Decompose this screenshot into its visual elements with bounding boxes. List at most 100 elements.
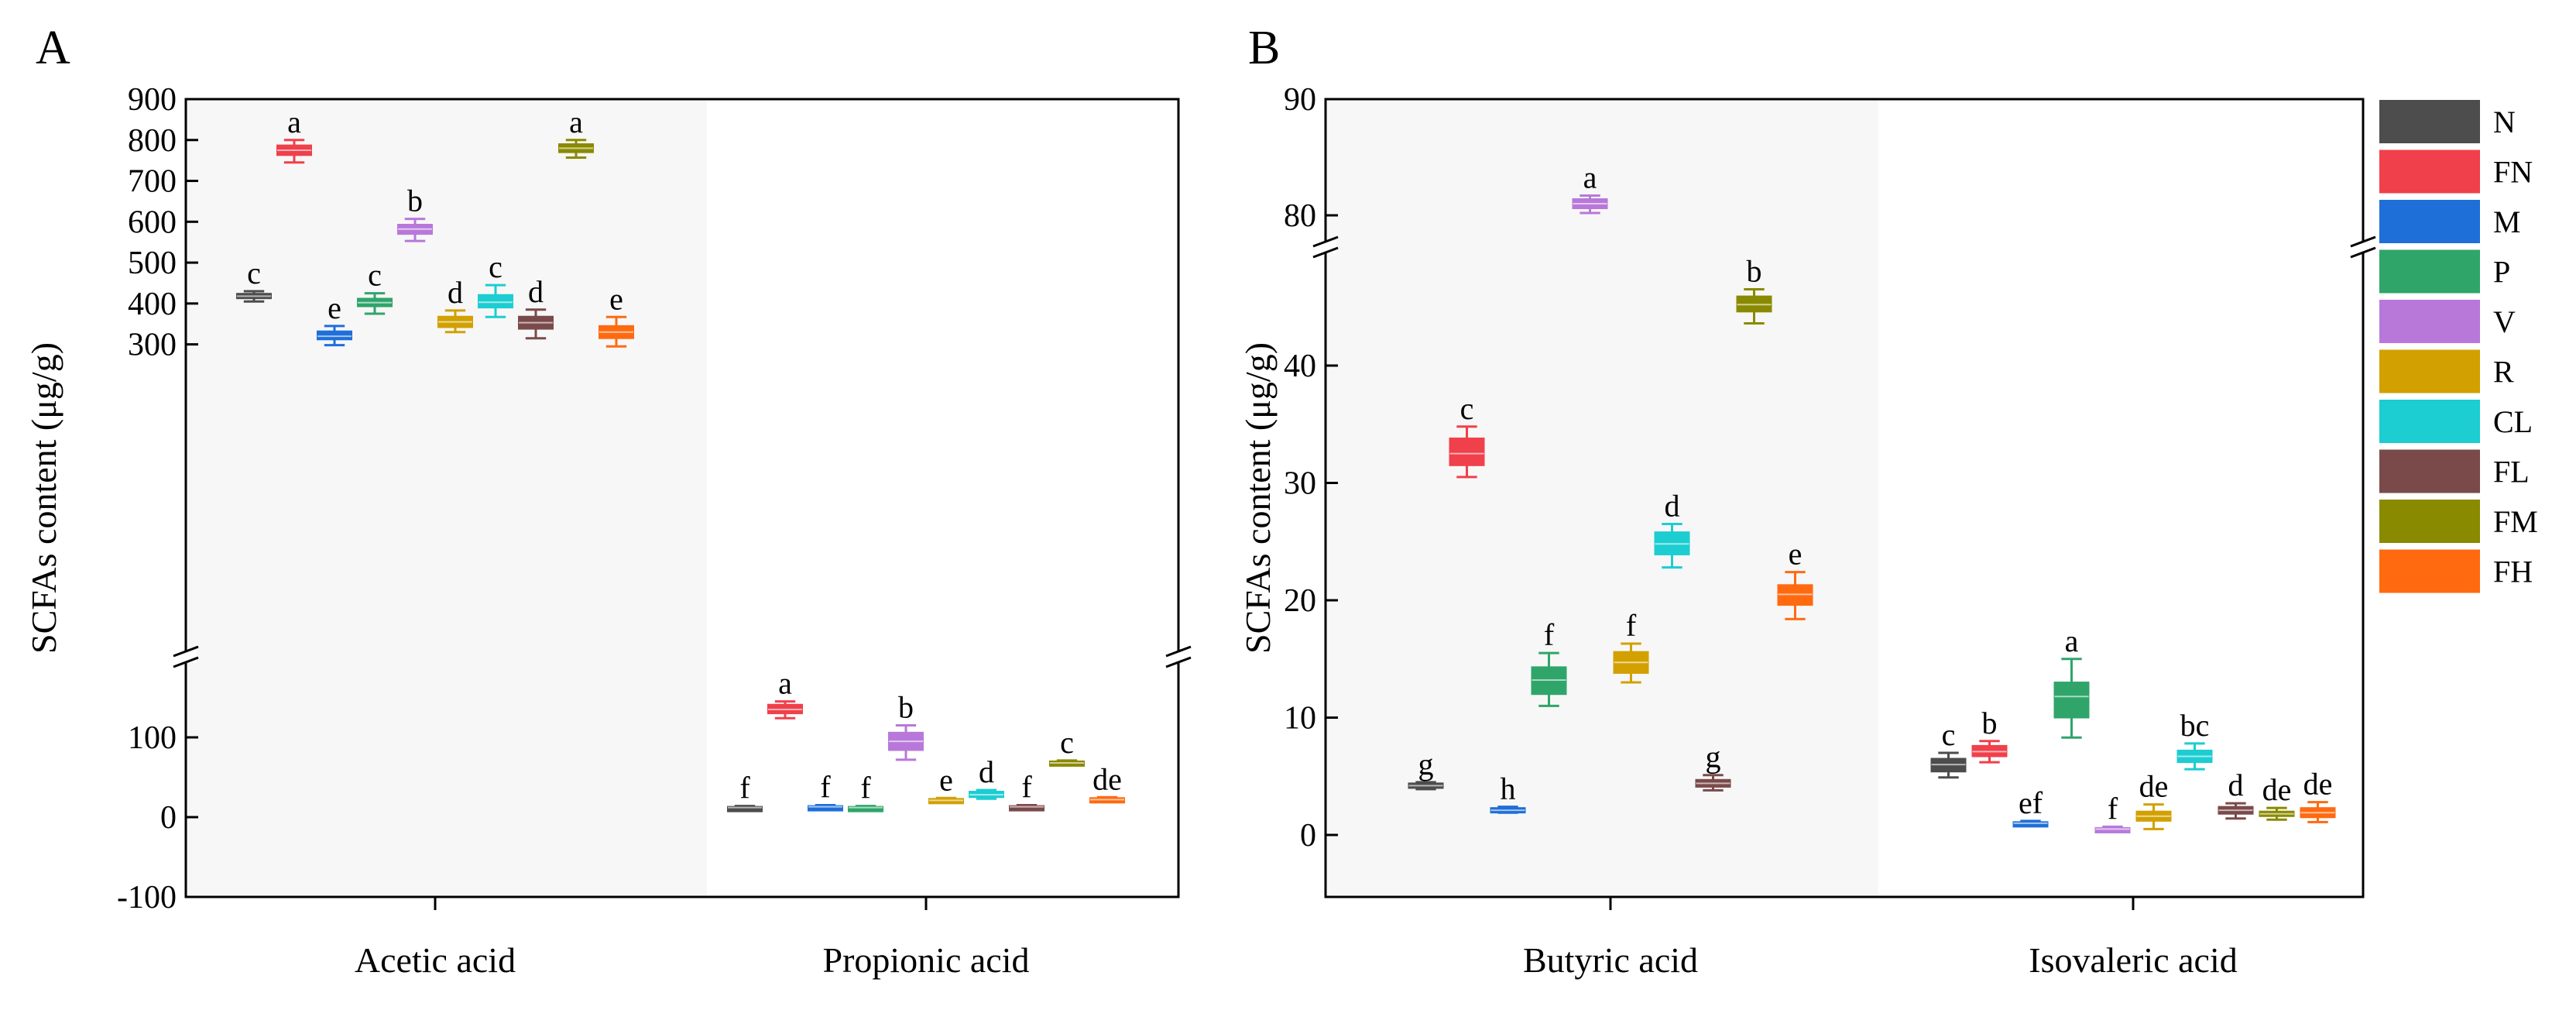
significance-label: d xyxy=(528,274,544,309)
panel-a-y-tick-label: 800 xyxy=(128,123,177,159)
significance-label: h xyxy=(1501,771,1516,806)
box-N: f xyxy=(727,771,763,812)
significance-label: b xyxy=(1982,706,1998,740)
significance-label: bc xyxy=(2180,708,2210,743)
box-M: ef xyxy=(2012,785,2049,828)
panel-a-shaded-region xyxy=(186,99,707,897)
panel-a-y-tick-label: -100 xyxy=(117,880,177,916)
box-FN: a xyxy=(767,666,803,720)
significance-label: e xyxy=(609,281,623,316)
box-V: b xyxy=(397,184,433,242)
significance-label: f xyxy=(860,771,871,806)
panel-a-y-tick-label: 100 xyxy=(128,720,177,756)
significance-label: f xyxy=(739,771,750,806)
box-FM: b xyxy=(1736,254,1772,325)
significance-label: e xyxy=(328,290,341,325)
legend-swatch-FM xyxy=(2378,498,2482,545)
box-FL: f xyxy=(1009,770,1044,812)
significance-label: d xyxy=(448,275,463,310)
box-M: f xyxy=(808,770,843,812)
panel-a-y-tick-label: 700 xyxy=(128,164,177,200)
box-P: a xyxy=(2053,624,2090,739)
significance-label: e xyxy=(939,762,953,797)
significance-label: b xyxy=(898,690,914,725)
significance-label: a xyxy=(778,666,792,701)
box-FH: e xyxy=(599,281,634,348)
significance-label: f xyxy=(1626,608,1637,643)
significance-label: b xyxy=(407,184,423,218)
legend-swatch-R xyxy=(2378,348,2482,395)
panel-b-shaded-region xyxy=(1326,99,1878,897)
box-FL: g xyxy=(1695,740,1731,792)
significance-label: de xyxy=(1092,761,1122,796)
box-V: f xyxy=(2094,791,2131,833)
box-M: e xyxy=(317,290,352,347)
panel-b-y-ticks: 0 10 20 30 40 80 90 xyxy=(1284,82,1338,854)
significance-label: g xyxy=(1418,747,1434,782)
panel-b-frame xyxy=(1324,98,2365,898)
significance-label: a xyxy=(1583,160,1597,195)
box-V-body xyxy=(2094,826,2131,833)
panel-b-y-tick-label: 80 xyxy=(1284,198,1316,234)
legend-swatch-V xyxy=(2378,298,2482,345)
box-FM: c xyxy=(1049,725,1085,767)
legend-label-CL: CL xyxy=(2493,404,2533,439)
x-category-label-propionic: Propionic acid xyxy=(823,940,1030,980)
box-P: f xyxy=(1531,617,1567,707)
box-R: e xyxy=(928,762,964,805)
significance-label: d xyxy=(1665,489,1680,524)
significance-label: c xyxy=(489,249,503,284)
box-FL: d xyxy=(2218,768,2254,820)
box-M-body xyxy=(808,805,843,812)
panel-b-y-tick-label: 90 xyxy=(1284,82,1316,118)
significance-label: b xyxy=(1747,254,1762,289)
panel-b: B SCFAs content (μg/g) Butyric acid Isov… xyxy=(1238,22,2376,980)
panel-a-y-ticks: -100 0 100 300 400 500 600 700 800 900 xyxy=(117,82,198,916)
box-CL-body xyxy=(478,294,513,309)
significance-label: c xyxy=(1942,717,1956,752)
legend-label-FN: FN xyxy=(2493,155,2533,190)
box-N: g xyxy=(1408,747,1444,791)
panel-a-axis-break-right xyxy=(1165,645,1192,668)
box-CL: d xyxy=(1654,489,1690,569)
panel-a-label: A xyxy=(36,22,70,74)
box-CL: d xyxy=(969,754,1004,800)
legend-swatch-P xyxy=(2378,248,2482,295)
panel-a: A SCFAs content (μg/g) Acetic acid Propi… xyxy=(24,22,1192,980)
legend-label-P: P xyxy=(2493,255,2510,290)
box-M-body xyxy=(317,330,352,341)
box-FN-body xyxy=(1449,437,1485,466)
panel-a-axis-break-left xyxy=(173,645,199,668)
box-FN: c xyxy=(1449,391,1485,479)
box-R: de xyxy=(2135,769,2172,830)
panel-b-axis-break-right xyxy=(2350,235,2376,259)
legend-swatch-FN xyxy=(2378,148,2482,195)
box-P: f xyxy=(848,771,883,812)
box-N: c xyxy=(236,256,272,303)
significance-label: g xyxy=(1706,740,1721,775)
significance-label: a xyxy=(287,105,301,139)
significance-label: a xyxy=(2065,624,2079,658)
significance-label: ef xyxy=(2019,785,2043,820)
box-R: f xyxy=(1613,608,1649,684)
panel-a-y-tick-label: 900 xyxy=(128,82,177,118)
significance-label: de xyxy=(2262,772,2292,807)
legend-label-FH: FH xyxy=(2493,555,2533,589)
box-N-body xyxy=(727,806,763,812)
panel-a-frame xyxy=(184,98,1180,898)
box-R: d xyxy=(437,275,473,334)
legend-label-FM: FM xyxy=(2493,504,2538,539)
panel-b-y-axis-title: SCFAs content (μg/g) xyxy=(1238,342,1278,654)
legend-swatch-CL xyxy=(2378,398,2482,445)
significance-label: de xyxy=(2303,767,2333,802)
box-FN: a xyxy=(276,105,312,164)
box-V: b xyxy=(888,690,924,761)
panel-a-y-tick-label: 300 xyxy=(128,328,177,363)
panel-b-axis-break-left xyxy=(1312,235,1339,259)
box-N: c xyxy=(1930,717,1967,779)
